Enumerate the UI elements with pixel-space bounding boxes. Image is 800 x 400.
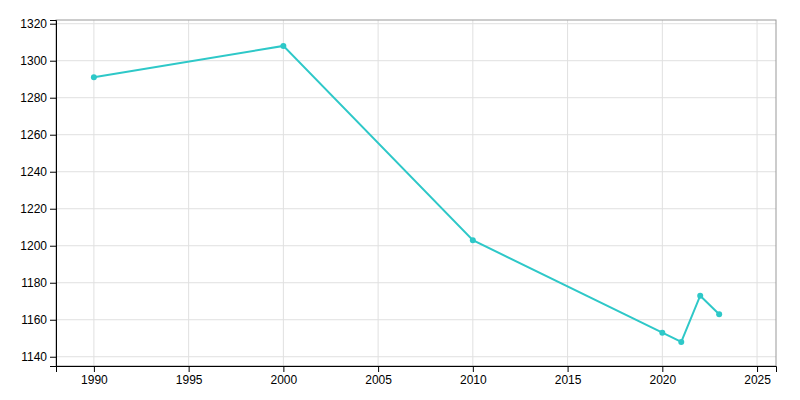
x-tick-label: 2025 <box>744 373 771 387</box>
x-tick: 2020 <box>649 366 676 387</box>
grid-line-x <box>472 20 473 366</box>
x-axis: 1990 1995 2000 2005 2010 2015 2020 2025 <box>57 366 777 387</box>
grid-line-x <box>757 20 758 366</box>
grid <box>56 20 776 366</box>
grid-line-y <box>56 245 776 246</box>
x-tick-label: 2000 <box>271 373 298 387</box>
y-tick-label: 1320 <box>20 17 47 31</box>
x-tick-mark <box>378 366 379 372</box>
marks <box>91 43 722 345</box>
grid-line-y <box>56 23 776 24</box>
x-tick: 2015 <box>555 366 582 387</box>
point <box>678 339 684 345</box>
point <box>716 311 722 317</box>
x-tick-label: 2020 <box>649 373 676 387</box>
x-tick-label: 1990 <box>81 373 108 387</box>
grid-line-x <box>188 20 189 366</box>
x-tick-label: 2010 <box>460 373 487 387</box>
x-tick: 1990 <box>81 366 108 387</box>
x-tick-label: 2015 <box>555 373 582 387</box>
y-tick-label: 1160 <box>21 313 47 327</box>
point <box>697 293 703 299</box>
x-tick-mark <box>568 366 569 372</box>
grid-line-y <box>56 319 776 320</box>
point <box>470 237 476 243</box>
point <box>280 43 286 49</box>
y-tick: 1260 <box>20 128 56 142</box>
x-tick-label: 1995 <box>176 373 203 387</box>
y-tick-mark <box>50 24 56 25</box>
y-tick: 1240 <box>20 165 56 179</box>
x-tick-mark <box>662 366 663 372</box>
y-tick-label: 1180 <box>21 276 47 290</box>
y-tick-mark <box>50 98 56 99</box>
x-tick: 2005 <box>365 366 392 387</box>
x-tick-mark <box>473 366 474 372</box>
y-tick-mark <box>50 246 56 247</box>
grid-line-x <box>283 20 284 366</box>
y-tick-label: 1140 <box>21 350 47 364</box>
y-tick-mark <box>50 320 56 321</box>
y-axis-line <box>50 21 57 367</box>
y-tick-mark <box>50 357 56 358</box>
x-tick-mark <box>94 366 95 372</box>
y-tick-label: 1200 <box>20 239 47 253</box>
x-tick-label: 2005 <box>365 373 392 387</box>
y-tick: 1140 <box>21 350 56 364</box>
grid-line-y <box>56 356 776 357</box>
grid-line-x <box>93 20 94 366</box>
y-tick-label: 1280 <box>20 91 47 105</box>
x-tick: 2010 <box>460 366 487 387</box>
y-tick-label: 1220 <box>20 202 47 216</box>
y-tick: 1220 <box>20 202 56 216</box>
plot: 1990 1995 2000 2005 2010 2015 2020 2025 1140 1160… <box>20 17 776 386</box>
y-tick: 1300 <box>20 54 56 68</box>
x-tick-mark <box>283 366 284 372</box>
y-tick-mark <box>50 283 56 284</box>
y-axis: 1140 1160 1180 1200 1220 1240 1260 1280 1300 1320 <box>20 17 56 366</box>
chart: 1990 1995 2000 2005 2010 2015 2020 2025 1140 1160… <box>0 0 800 400</box>
grid-line-y <box>56 134 776 135</box>
x-tick-mark <box>189 366 190 372</box>
grid-line-y <box>56 282 776 283</box>
point <box>91 74 97 80</box>
line <box>94 46 719 342</box>
y-tick-label: 1300 <box>20 54 47 68</box>
x-tick: 2000 <box>271 366 298 387</box>
grid-line-x <box>378 20 379 366</box>
grid-line-y <box>56 97 776 98</box>
plot-frame <box>56 20 776 366</box>
y-tick: 1160 <box>21 313 56 327</box>
y-tick-mark <box>50 209 56 210</box>
x-tick-mark <box>757 366 758 372</box>
y-tick-label: 1260 <box>20 128 47 142</box>
y-tick-mark <box>50 135 56 136</box>
point <box>659 330 665 336</box>
grid-line-y <box>56 171 776 172</box>
grid-line-x <box>662 20 663 366</box>
x-tick: 1995 <box>176 366 203 387</box>
x-tick: 2025 <box>744 366 771 387</box>
y-tick-mark <box>50 61 56 62</box>
y-tick: 1200 <box>20 239 56 253</box>
grid-line-y <box>56 208 776 209</box>
grid-line-x <box>567 20 568 366</box>
y-tick-mark <box>50 172 56 173</box>
y-tick: 1280 <box>20 91 56 105</box>
y-tick: 1320 <box>20 17 56 31</box>
x-axis-line <box>57 367 777 373</box>
grid-line-y <box>56 60 776 61</box>
y-tick: 1180 <box>21 276 56 290</box>
y-tick-label: 1240 <box>20 165 47 179</box>
